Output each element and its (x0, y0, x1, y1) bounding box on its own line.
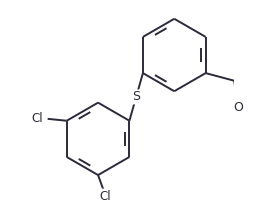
Text: Cl: Cl (31, 112, 43, 125)
Text: O: O (233, 101, 243, 114)
Text: Cl: Cl (100, 189, 111, 203)
Text: S: S (132, 91, 140, 103)
